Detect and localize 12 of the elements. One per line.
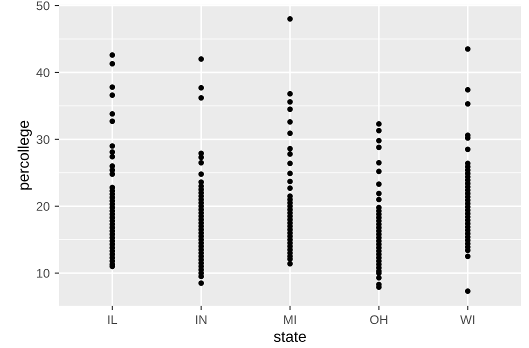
y-tick-label: 20 [36,202,50,211]
y-tick-label: 10 [37,268,50,278]
x-axis-title: state [274,332,306,342]
x-tick-label: MI [284,315,296,324]
y-tick-label: 40 [36,68,50,78]
y-tick-label: 30 [36,135,50,144]
x-tick-label: WI [460,315,474,324]
x-tick-label: OH [370,315,388,324]
x-tick-label: IL [108,315,118,324]
y-tick-label: 50 [36,1,50,10]
x-tick-label: IN [196,315,206,324]
y-axis-title: percollege [18,120,32,190]
